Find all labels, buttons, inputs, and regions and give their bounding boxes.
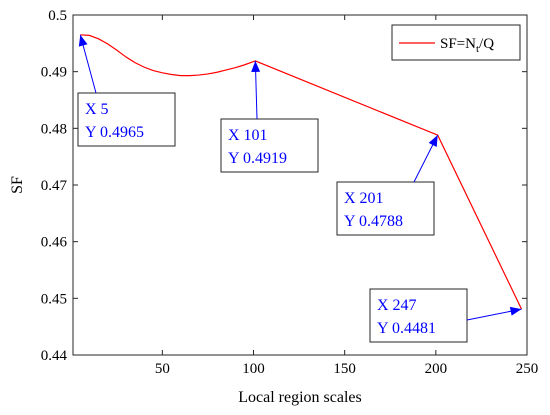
x-tick-label: 150: [333, 361, 356, 377]
datatip: X 247 Y 0.4481: [369, 288, 522, 343]
y-tick-label: 0.48: [41, 121, 67, 137]
datatip-y: Y 0.4919: [228, 150, 287, 167]
y-tick-label: 0.5: [48, 8, 67, 24]
x-tick-label: 100: [242, 361, 265, 377]
datatip-box: [220, 118, 319, 173]
datatip: X 5 Y 0.4965: [77, 34, 176, 147]
datatip: X 201 Y 0.4788: [336, 134, 439, 236]
y-tick-label: 0.44: [41, 348, 68, 364]
y-tick-label: 0.46: [41, 235, 68, 251]
datatip-arrowhead: [251, 60, 261, 73]
y-tick-label: 0.47: [41, 178, 68, 194]
datatip-y: Y 0.4965: [85, 124, 144, 141]
datatip-y: Y 0.4481: [377, 320, 436, 337]
x-axis: 50 100 150 200 250: [155, 15, 538, 377]
legend-sub: t: [476, 43, 479, 55]
legend-tail: /Q: [479, 36, 494, 52]
x-tick-label: 200: [425, 361, 448, 377]
datatip-y: Y 0.4788: [344, 213, 403, 230]
legend-label: SF=Nt/Q: [440, 36, 494, 55]
datatip-box: [336, 181, 435, 236]
datatip-box: [77, 92, 176, 147]
datatip-x: X 101: [228, 127, 268, 144]
y-axis: 0.44 0.45 0.46 0.47 0.48 0.49 0.5: [41, 8, 527, 364]
x-axis-label: Local region scales: [238, 389, 362, 406]
legend-main: SF=N: [440, 36, 476, 52]
datatip-arrowhead: [509, 306, 522, 316]
y-tick-label: 0.45: [41, 291, 67, 307]
y-axis-label: SF: [9, 176, 26, 194]
datatip-x: X 201: [344, 190, 384, 207]
datatip-arrowhead: [428, 135, 438, 147]
x-tick-label: 50: [155, 361, 170, 377]
datatip-arrowhead: [78, 34, 88, 47]
y-tick-label: 0.49: [41, 65, 67, 81]
datatip-x: X 5: [85, 101, 109, 118]
datatip-x: X 247: [377, 297, 417, 314]
legend: SF=Nt/Q: [391, 24, 521, 61]
datatip: X 101 Y 0.4919: [220, 60, 319, 173]
x-tick-label: 250: [516, 361, 539, 377]
datatip-box: [369, 288, 468, 343]
series-line: [80, 34, 523, 310]
